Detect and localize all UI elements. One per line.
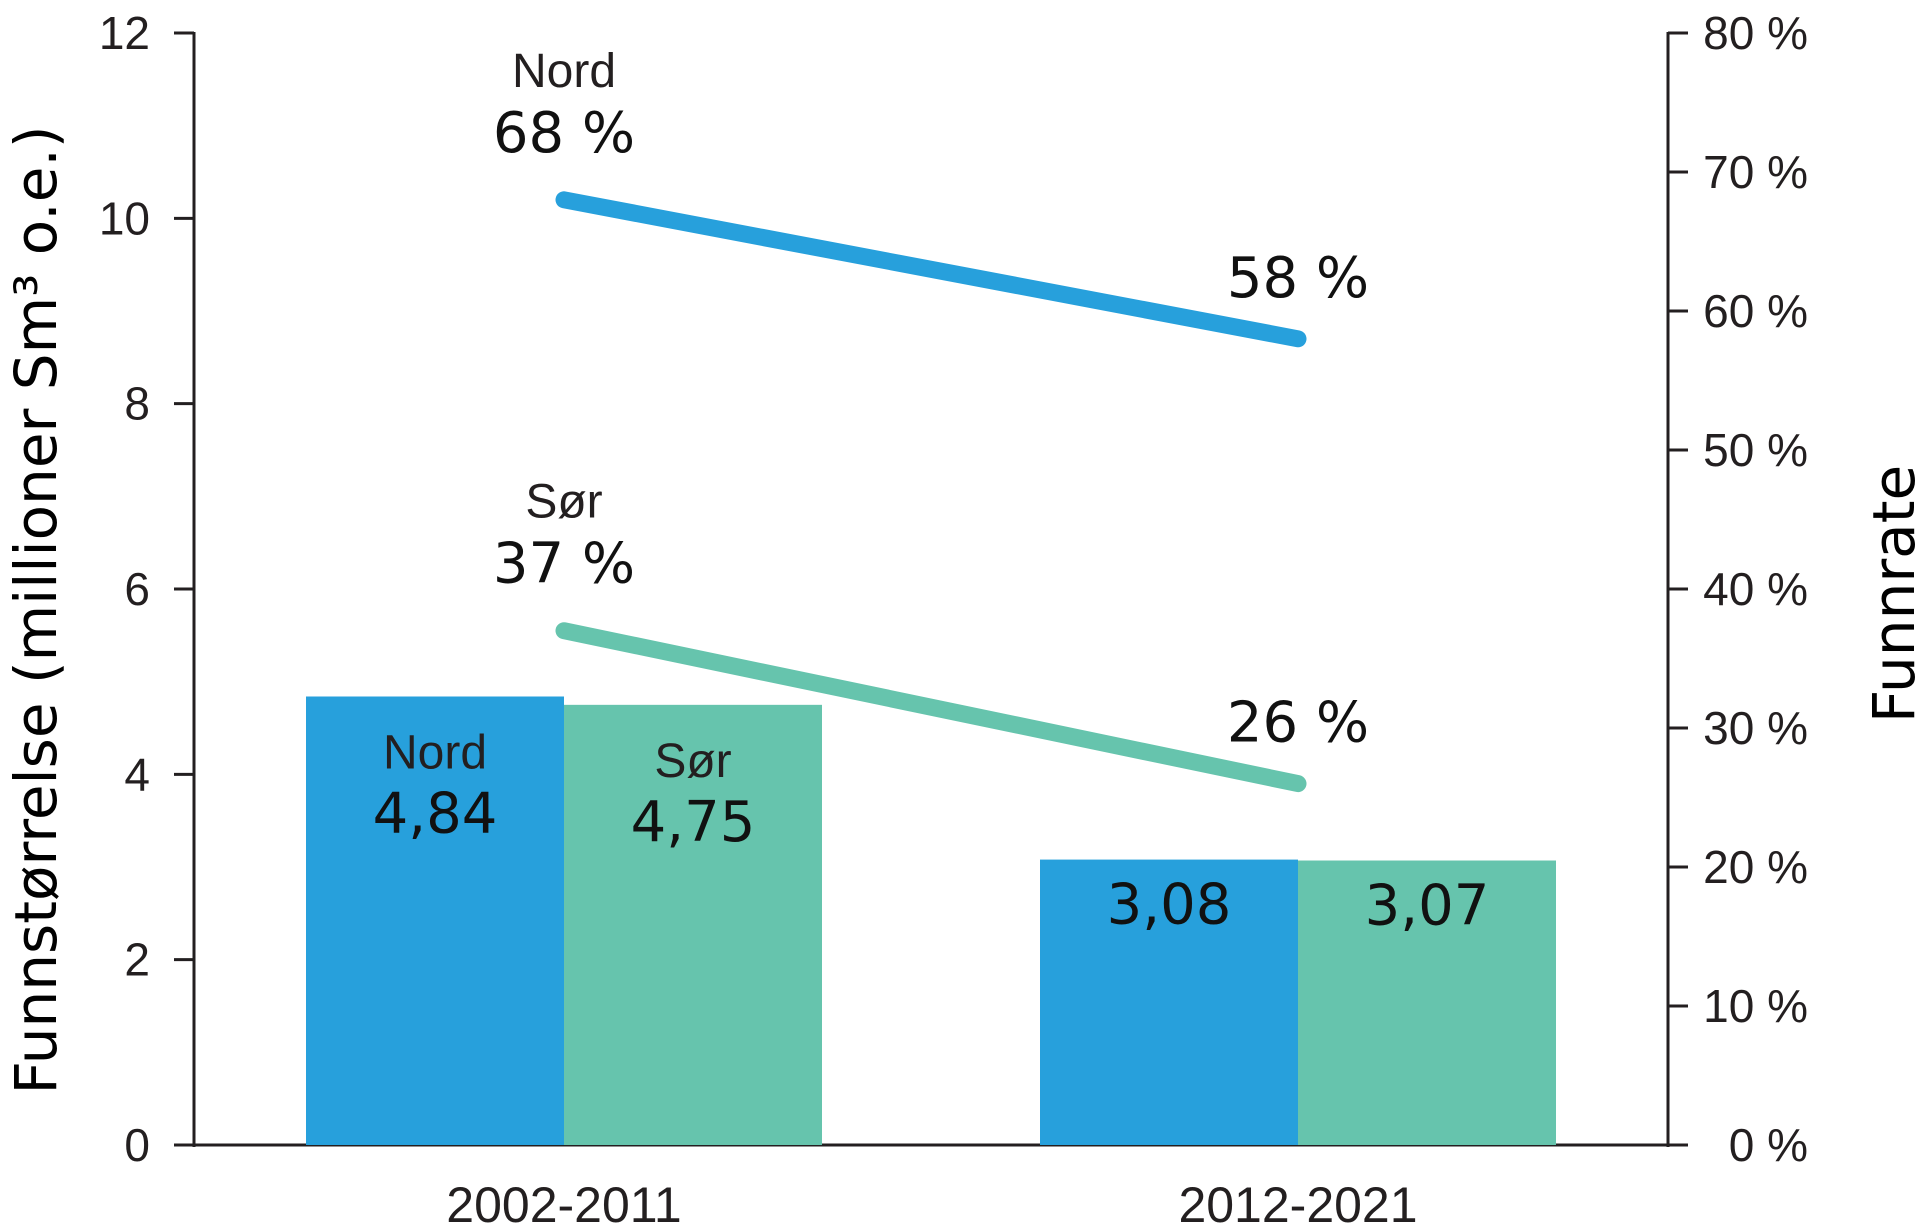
right-tick-label: 50 %: [1703, 424, 1808, 476]
line-nord: [555, 191, 1307, 348]
bar-nord-1: [1040, 859, 1298, 1145]
right-tick-label: 10 %: [1703, 980, 1808, 1032]
line-value-label: 58 %: [1227, 246, 1369, 311]
line-value-label: 26 %: [1227, 691, 1369, 756]
bar-value-label: 3,08: [1107, 873, 1232, 938]
bars: [306, 696, 1556, 1145]
right-tick-label: 70 %: [1703, 146, 1808, 198]
line-series-name: Nord: [512, 45, 616, 98]
bar-value-label: 4,75: [631, 790, 756, 855]
left-tick-label: 12: [99, 7, 150, 59]
right-tick-label: 0 %: [1729, 1119, 1808, 1171]
right-tick-label: 30 %: [1703, 702, 1808, 754]
left-tick-label: 4: [124, 748, 150, 800]
right-tick-label: 60 %: [1703, 285, 1808, 337]
bar-sor-0: [564, 704, 822, 1145]
category-label: 2012-2021: [1178, 1177, 1417, 1231]
line-value-label: 37 %: [493, 532, 635, 597]
bar-series-name: Nord: [383, 726, 487, 779]
bar-value-label: 3,07: [1365, 874, 1490, 939]
right-tick-label: 20 %: [1703, 841, 1808, 893]
left-tick-label: 6: [124, 563, 150, 615]
bar-sor-1: [1298, 860, 1556, 1145]
left-tick-label: 2: [124, 934, 150, 986]
category-label: 2002-2011: [446, 1177, 681, 1231]
line-value-label: 68 %: [493, 101, 635, 166]
left-tick-label: 0: [124, 1119, 150, 1171]
line-series-name: Sør: [525, 476, 602, 529]
bar-series-name: Sør: [654, 735, 731, 788]
right-axis-title: Funnrate: [1860, 465, 1920, 723]
axes: 0 2 4 6 8 10 12 0 % 10 % 20 % 30 % 40 % 50 % 60 % 70 %…: [2, 7, 1920, 1231]
left-tick-label: 10: [99, 192, 150, 244]
left-tick-label: 8: [124, 378, 150, 430]
bar-nord-0: [306, 696, 564, 1145]
right-tick-label: 80 %: [1703, 7, 1808, 59]
right-tick-label: 40 %: [1703, 563, 1808, 615]
line-sor: [555, 622, 1307, 793]
lines: [555, 191, 1307, 793]
bar-value-label: 4,84: [373, 781, 498, 846]
left-axis-title: Funnstørrelse (millioner Sm³ o.e.): [2, 126, 70, 1095]
